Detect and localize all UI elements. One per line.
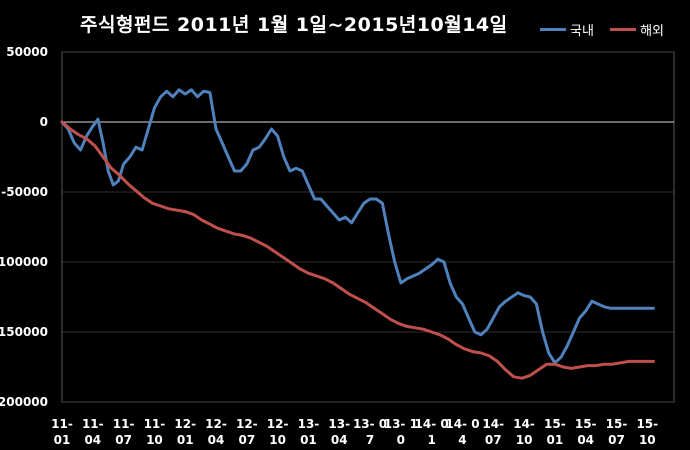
x-tick-label: 01: [54, 433, 71, 447]
x-tick-label: 11-: [51, 417, 73, 431]
x-tick-label: 01: [177, 433, 194, 447]
x-tick-label: 10: [269, 433, 286, 447]
x-tick-label: 14- 0: [415, 417, 449, 431]
legend-item-domestic: 국내: [540, 20, 594, 39]
x-tick-label: 10: [516, 433, 533, 447]
x-tick-label: 14- 0: [445, 417, 479, 431]
x-tick-label: 13- 1: [384, 417, 418, 431]
y-tick-label: 0: [40, 115, 48, 129]
y-tick-label: -100000: [0, 255, 48, 269]
y-tick-label: -50000: [1, 185, 48, 199]
x-tick-label: 04: [331, 433, 348, 447]
x-tick-label: 1: [427, 433, 435, 447]
x-tick-label: 12-: [236, 417, 258, 431]
x-tick-label: 12-: [267, 417, 289, 431]
x-tick-label: 15-: [544, 417, 566, 431]
x-tick-label: 13-: [298, 417, 320, 431]
legend-swatch-domestic: [540, 28, 566, 31]
legend: 국내 해외: [540, 20, 676, 39]
x-tick-label: 14-: [513, 417, 535, 431]
x-tick-label: 12-: [174, 417, 196, 431]
legend-swatch-overseas: [610, 28, 637, 31]
x-tick-label: 07: [115, 433, 132, 447]
plot-frame: [61, 51, 675, 403]
x-tick-label: 15-: [606, 417, 628, 431]
y-tick-label: 50000: [6, 45, 48, 59]
x-tick-label: 11-: [113, 417, 135, 431]
x-tick-label: 01: [300, 433, 317, 447]
x-tick-label: 07: [608, 433, 625, 447]
x-tick-label: 15-: [575, 417, 597, 431]
y-tick-label: -200000: [0, 395, 48, 409]
x-tick-label: 13- 0: [353, 417, 387, 431]
chart-title: 주식형펀드 2011년 1월 1일~2015년10월14일: [80, 14, 508, 36]
x-tick-label: 7: [366, 433, 374, 447]
x-tick-label: 12-: [205, 417, 227, 431]
x-tick-label: 10: [146, 433, 163, 447]
legend-label-overseas: 해외: [640, 24, 664, 39]
x-tick-label: 14-: [482, 417, 504, 431]
x-tick-label: 10: [639, 433, 656, 447]
series-line-overseas: [60, 120, 655, 380]
x-tick-label: 11-: [82, 417, 104, 431]
x-tick-label: 04: [84, 433, 101, 447]
legend-item-overseas: 해외: [610, 20, 664, 39]
x-tick-label: 07: [485, 433, 502, 447]
x-tick-label: 13-: [328, 417, 350, 431]
x-tick-label: 07: [238, 433, 255, 447]
x-tick-label: 04: [208, 433, 225, 447]
x-tick-label: 04: [577, 433, 594, 447]
legend-label-domestic: 국내: [570, 24, 594, 39]
series-line-domestic: [60, 88, 655, 365]
x-tick-label: 0: [397, 433, 405, 447]
y-tick-label: -150000: [0, 325, 48, 339]
x-tick-label: 01: [547, 433, 564, 447]
x-tick-label: 11-: [144, 417, 166, 431]
x-tick-label: 4: [458, 433, 466, 447]
x-tick-label: 15-: [636, 417, 658, 431]
